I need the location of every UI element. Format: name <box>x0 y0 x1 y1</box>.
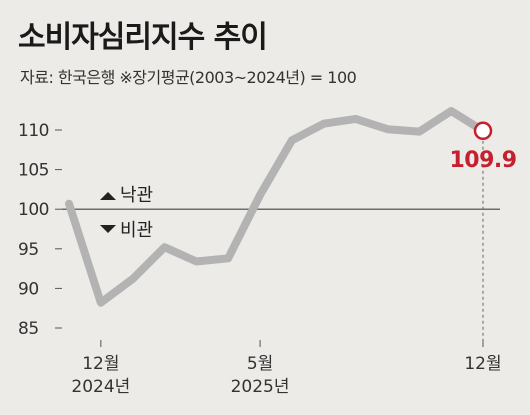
legend-up-label: 낙관 <box>120 185 153 206</box>
data-point-2025-04 <box>225 255 231 261</box>
x-tick-month-2025-05: 5월 <box>247 354 273 374</box>
y-tick-label-100: 100 <box>18 200 49 220</box>
data-point-2025-08 <box>353 116 359 122</box>
x-tick-year-2024-12: 2024년 <box>71 377 130 397</box>
legend-up-triangle <box>100 192 116 200</box>
y-tick-label-90: 90 <box>18 279 39 299</box>
chart-title: 소비자심리지수 추이 <box>18 20 268 55</box>
data-point-2025-06 <box>289 137 295 143</box>
highlight-point <box>473 121 493 141</box>
series-line <box>65 107 487 307</box>
y-tick-label-110: 110 <box>18 121 49 141</box>
y-tick-label-85: 85 <box>18 319 39 339</box>
data-point-2025-03 <box>193 258 199 264</box>
x-tick-year-2025-05: 2025년 <box>231 377 290 397</box>
data-point-2025-05 <box>257 192 263 198</box>
source-note: 자료: 한국은행 ※장기평균(2003~2024년) = 100 <box>20 68 357 87</box>
legend-down-label: 비관 <box>120 220 153 241</box>
y-tick-label-95: 95 <box>18 240 39 260</box>
data-point-2025-09 <box>384 126 390 132</box>
data-point-2025-11 <box>448 108 454 114</box>
data-point-2025-07 <box>321 121 327 127</box>
highlight-value-label: 109.9 <box>449 148 516 173</box>
x-tick-month-2025-12: 12월 <box>464 354 501 374</box>
data-point-2024-11 <box>66 201 72 207</box>
y-tick-label-105: 105 <box>18 161 49 181</box>
data-point-2025-01 <box>130 276 136 282</box>
x-tick-month-2024-12: 12월 <box>82 354 119 374</box>
data-point-2025-02 <box>162 244 168 250</box>
legend-down-triangle <box>100 225 116 233</box>
data-point-2025-10 <box>416 129 422 135</box>
data-point-2024-12 <box>98 300 104 306</box>
